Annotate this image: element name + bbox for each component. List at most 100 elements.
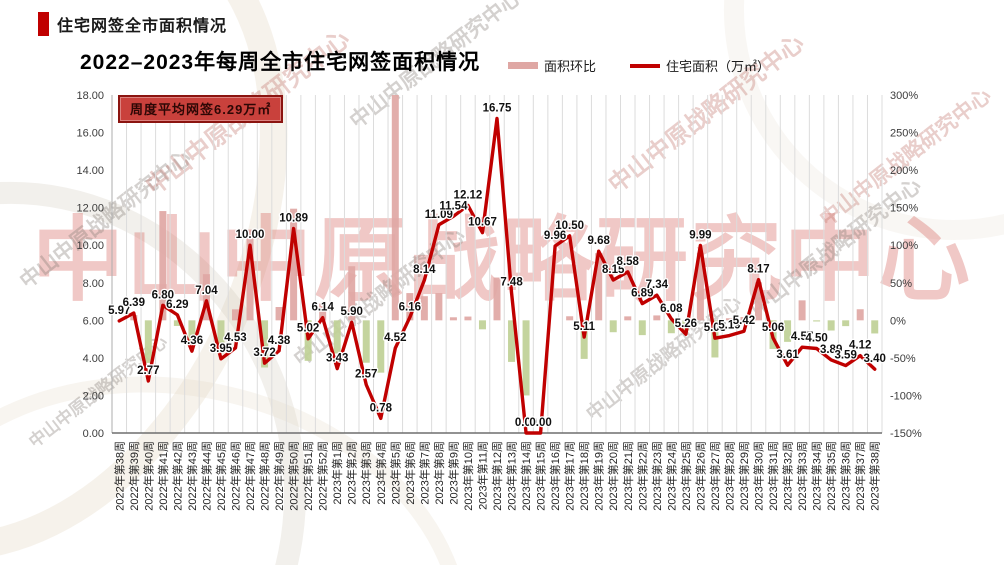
svg-text:2023年第6周: 2023年第6周 (403, 441, 417, 505)
svg-text:2023年第29周: 2023年第29周 (737, 441, 751, 511)
svg-text:4.50: 4.50 (805, 333, 827, 345)
svg-text:2022年第49周: 2022年第49周 (272, 441, 286, 511)
svg-text:6.14: 6.14 (311, 302, 334, 314)
svg-text:2023年第30周: 2023年第30周 (752, 441, 766, 511)
svg-text:0.00: 0.00 (83, 428, 104, 440)
svg-text:8.15: 8.15 (602, 264, 625, 276)
svg-text:2023年第3周: 2023年第3周 (359, 441, 373, 505)
svg-text:2022年第38周: 2022年第38周 (112, 441, 126, 511)
svg-text:2022年第47周: 2022年第47周 (243, 441, 257, 511)
svg-text:4.12: 4.12 (849, 340, 871, 352)
svg-text:16.75: 16.75 (483, 102, 512, 114)
svg-text:4.00: 4.00 (83, 353, 104, 365)
svg-text:10.50: 10.50 (555, 220, 584, 232)
svg-text:2023年第20周: 2023年第20周 (606, 441, 620, 511)
svg-text:4.52: 4.52 (384, 332, 406, 344)
svg-text:3.95: 3.95 (210, 343, 233, 355)
svg-text:200%: 200% (890, 165, 918, 177)
svg-text:5.06: 5.06 (762, 322, 784, 334)
svg-text:2023年第26周: 2023年第26周 (693, 441, 707, 511)
svg-text:2022年第42周: 2022年第42周 (170, 441, 184, 511)
legend-bar-swatch (508, 62, 538, 69)
svg-text:2023年第1周: 2023年第1周 (330, 441, 344, 505)
svg-text:7.04: 7.04 (195, 285, 218, 297)
svg-text:16.00: 16.00 (76, 128, 104, 140)
svg-text:-150%: -150% (890, 428, 922, 440)
svg-text:3.72: 3.72 (253, 347, 275, 359)
svg-text:6.00: 6.00 (83, 315, 104, 327)
svg-text:3.40: 3.40 (864, 353, 886, 365)
svg-text:2023年第4周: 2023年第4周 (374, 441, 388, 505)
svg-text:7.48: 7.48 (500, 277, 523, 289)
svg-text:2023年第8周: 2023年第8周 (432, 441, 446, 505)
svg-text:3.59: 3.59 (834, 350, 856, 362)
svg-text:2023年第25周: 2023年第25周 (679, 441, 693, 511)
svg-text:3.61: 3.61 (776, 349, 799, 361)
svg-text:2022年第44周: 2022年第44周 (199, 441, 213, 511)
svg-text:6.39: 6.39 (123, 297, 145, 309)
svg-text:2022年第39周: 2022年第39周 (127, 441, 141, 511)
svg-text:4.38: 4.38 (268, 335, 291, 347)
svg-text:2022年第51周: 2022年第51周 (301, 441, 315, 511)
svg-text:6.16: 6.16 (399, 301, 421, 313)
svg-text:2022年第45周: 2022年第45周 (214, 441, 228, 511)
legend-item-residential-area: 住宅面积（万㎡） (630, 56, 770, 75)
svg-text:0.00: 0.00 (515, 417, 537, 429)
svg-text:2023年第22周: 2023年第22周 (635, 441, 649, 511)
svg-text:10.67: 10.67 (468, 217, 497, 229)
svg-text:2023年第36周: 2023年第36周 (839, 441, 853, 511)
section-header: 住宅网签全市面积情况 (38, 12, 227, 36)
svg-text:3.43: 3.43 (326, 353, 348, 365)
svg-text:2023年第18周: 2023年第18周 (577, 441, 591, 511)
section-title: 住宅网签全市面积情况 (57, 18, 228, 35)
svg-text:50%: 50% (890, 278, 912, 290)
svg-text:2023年第23周: 2023年第23周 (650, 441, 664, 511)
svg-text:11.09: 11.09 (425, 209, 453, 221)
svg-text:8.00: 8.00 (83, 278, 104, 290)
svg-text:6.29: 6.29 (166, 299, 188, 311)
svg-text:5.11: 5.11 (573, 321, 595, 333)
legend-label: 面积环比 (544, 59, 597, 74)
svg-text:0.00: 0.00 (529, 417, 551, 429)
svg-text:18.00: 18.00 (76, 90, 104, 102)
svg-text:300%: 300% (890, 90, 918, 102)
svg-text:12.00: 12.00 (76, 203, 104, 215)
svg-text:2023年第9周: 2023年第9周 (446, 441, 460, 505)
svg-text:9.96: 9.96 (544, 230, 566, 242)
svg-text:2023年第13周: 2023年第13周 (505, 441, 519, 511)
svg-text:2023年第32周: 2023年第32周 (781, 441, 795, 511)
svg-text:2023年第2周: 2023年第2周 (345, 441, 359, 505)
average-annotation-badge: 周度平均网签6.29万㎡ (118, 95, 284, 123)
svg-text:-50%: -50% (890, 353, 916, 365)
svg-text:2022年第46周: 2022年第46周 (228, 441, 242, 511)
svg-text:4.57: 4.57 (791, 331, 813, 343)
svg-text:2023年第16周: 2023年第16周 (548, 441, 562, 511)
svg-text:2023年第34周: 2023年第34周 (810, 441, 824, 511)
svg-text:9.99: 9.99 (689, 229, 711, 241)
svg-text:5.90: 5.90 (341, 306, 363, 318)
svg-text:5.05: 5.05 (704, 322, 727, 334)
svg-text:8.14: 8.14 (413, 264, 436, 276)
svg-text:-100%: -100% (890, 390, 922, 402)
svg-text:2.00: 2.00 (83, 390, 104, 402)
svg-text:11.54: 11.54 (439, 200, 468, 212)
svg-text:2.57: 2.57 (355, 369, 377, 381)
svg-text:2023年第14周: 2023年第14周 (519, 441, 533, 511)
svg-text:0%: 0% (890, 315, 906, 327)
svg-text:2022年第43周: 2022年第43周 (185, 441, 199, 511)
svg-text:0.78: 0.78 (370, 402, 393, 414)
svg-text:12.12: 12.12 (454, 189, 483, 201)
legend-item-area-mom: 面积环比 (508, 56, 596, 75)
svg-text:2023年第31周: 2023年第31周 (766, 441, 780, 511)
svg-text:2022年第40周: 2022年第40周 (141, 441, 155, 511)
svg-text:5.26: 5.26 (675, 318, 697, 330)
svg-text:3.89: 3.89 (820, 344, 842, 356)
svg-text:2023年第17周: 2023年第17周 (563, 441, 577, 511)
svg-text:2023年第37周: 2023年第37周 (853, 441, 867, 511)
svg-text:10.00: 10.00 (76, 240, 104, 252)
legend-label: 住宅面积（万㎡） (666, 59, 771, 74)
svg-text:2023年第35周: 2023年第35周 (824, 441, 838, 511)
svg-text:2023年第12周: 2023年第12周 (490, 441, 504, 511)
